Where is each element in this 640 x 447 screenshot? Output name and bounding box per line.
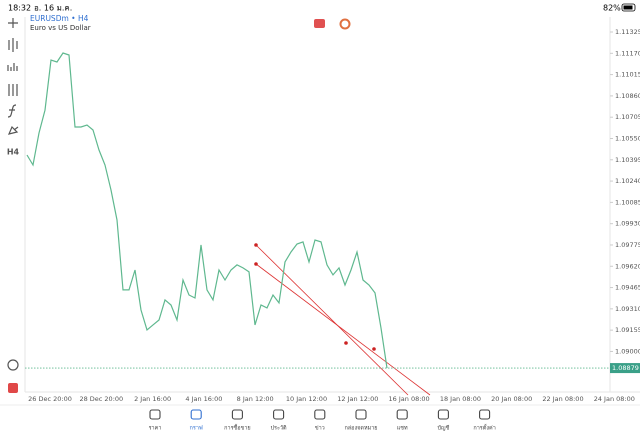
volume-tool[interactable] [7, 63, 18, 71]
nav-label[interactable]: การซื้อขาย [224, 424, 250, 432]
y-tick-label: 1.09155 [615, 326, 640, 334]
nav-icon[interactable] [231, 409, 243, 420]
channel-point [254, 243, 258, 247]
channel-point [254, 262, 258, 266]
x-tick-label: 20 Jan 08:00 [491, 395, 532, 403]
y-tick-label: 1.09620 [615, 262, 640, 270]
nav-label[interactable]: ประวัติ [271, 425, 287, 432]
nav-icon[interactable] [190, 409, 202, 420]
y-tick-label: 1.09930 [615, 220, 640, 228]
y-tick-label: 1.10240 [615, 177, 640, 185]
signal-button[interactable] [339, 18, 351, 30]
battery-icon [621, 3, 636, 12]
y-tick-label: 1.11015 [615, 71, 640, 79]
channel-line-lower [255, 263, 431, 396]
last-price-box [610, 363, 640, 374]
function-tool[interactable] [7, 104, 17, 118]
y-tick-label: 1.09310 [615, 305, 640, 313]
y-tick-label: 1.09775 [615, 241, 640, 249]
nav-label[interactable]: กราฟ [190, 425, 203, 432]
nav-icon[interactable] [273, 409, 285, 420]
y-tick-label: 1.11325 [615, 28, 640, 36]
y-tick-label: 1.10860 [615, 92, 640, 100]
x-tick-label: 12 Jan 12:00 [337, 395, 378, 403]
x-tick-label: 28 Dec 20:00 [79, 395, 123, 403]
channel-point [344, 341, 348, 345]
nav-label[interactable]: ข่าว [315, 426, 325, 432]
price-line [26, 52, 388, 369]
chart-type-tool[interactable] [8, 38, 18, 52]
nav-icon[interactable] [396, 409, 408, 420]
x-tick-label: 10 Jan 12:00 [286, 395, 327, 403]
x-tick-label: 22 Jan 08:00 [542, 395, 583, 403]
nav-label[interactable]: การตั้งค่า [473, 424, 495, 432]
description: Euro vs US Dollar [30, 24, 91, 32]
y-tick-label: 1.09000 [615, 347, 640, 355]
x-tick-label: 26 Dec 20:00 [28, 395, 72, 403]
trade-button[interactable] [314, 19, 325, 28]
indicators-tool[interactable] [8, 84, 18, 96]
last-price-label: 1.08879 [612, 364, 639, 372]
nav-icon[interactable] [314, 409, 326, 420]
status-date: อ. 16 ม.ค. [34, 4, 72, 13]
battery-level [623, 5, 633, 10]
nav-icon[interactable] [355, 409, 367, 420]
y-tick-label: 1.09465 [615, 284, 640, 292]
y-tick-label: 1.10085 [615, 198, 640, 206]
x-tick-label: 24 Jan 08:00 [594, 395, 635, 403]
y-tick-label: 1.10705 [615, 113, 640, 121]
y-tick-label: 1.10395 [615, 156, 640, 164]
crosshair-tool[interactable] [8, 18, 18, 28]
channel-point [372, 347, 376, 351]
status-battery: 82% [603, 4, 621, 13]
x-tick-label: 2 Jan 16:00 [134, 395, 171, 403]
nav-label[interactable]: บัญชี [437, 425, 449, 432]
y-tick-label: 1.10550 [615, 134, 640, 142]
channel-line-upper [255, 244, 409, 396]
nav-icon[interactable] [437, 409, 449, 420]
x-tick-label: 16 Jan 08:00 [389, 395, 430, 403]
nav-label[interactable]: แชท [397, 425, 408, 432]
nav-label[interactable]: กล่องจดหมาย [344, 426, 377, 432]
y-tick-label: 1.11170 [615, 49, 640, 57]
timeframe-button[interactable]: H4 [7, 148, 20, 157]
nav-icon[interactable] [149, 409, 161, 420]
trend-tool[interactable] [7, 359, 19, 371]
objects-tool[interactable] [7, 125, 19, 135]
nav-label[interactable]: ราคา [149, 426, 162, 432]
x-tick-label: 8 Jan 12:00 [237, 395, 274, 403]
nav-icon[interactable] [479, 409, 491, 420]
x-tick-label: 4 Jan 16:00 [185, 395, 222, 403]
x-tick-label: 18 Jan 08:00 [440, 395, 481, 403]
quick-trade[interactable] [8, 383, 18, 393]
status-time: 18:32 [8, 4, 31, 13]
symbol[interactable]: EURUSDm • H4 [30, 14, 89, 23]
